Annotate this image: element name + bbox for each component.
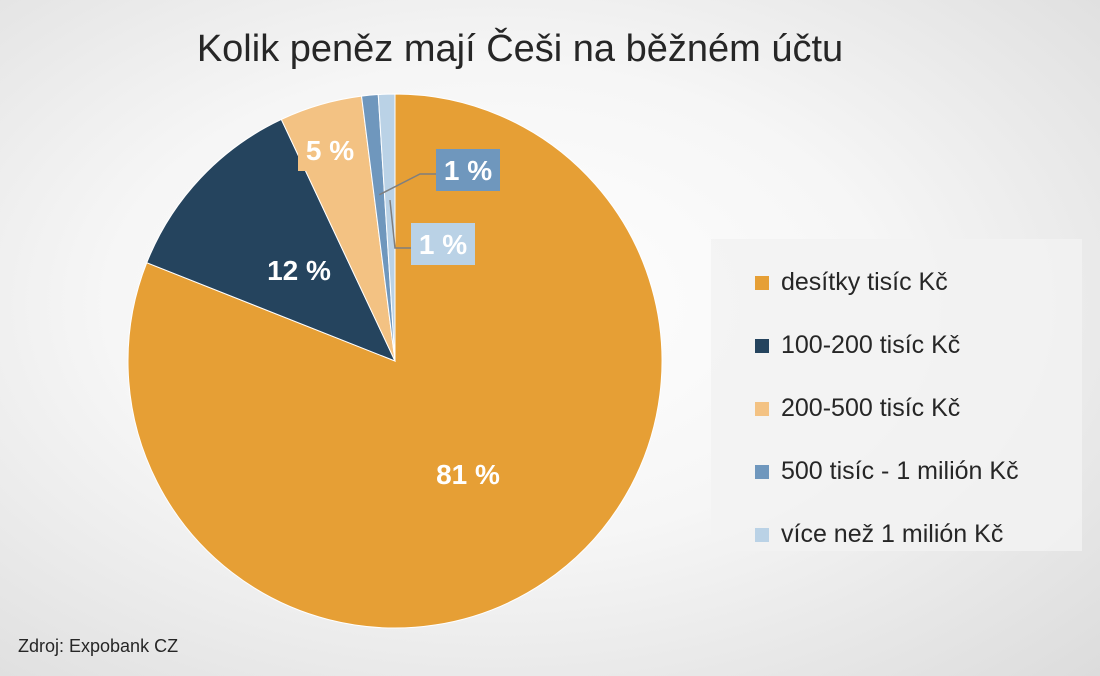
legend-label: 200-500 tisíc Kč [781,394,961,422]
label-leader-line [389,200,411,249]
legend-item-100-200-tisic: 100-200 tisíc Kč [755,314,1082,377]
legend-label: 500 tisíc - 1 milión Kč [781,457,1019,485]
legend-item-500-tisic-1-milion: 500 tisíc - 1 milión Kč [755,440,1082,503]
data-label: 1 % [419,229,467,260]
legend-swatch [755,401,769,416]
legend-swatch [755,527,769,542]
data-label-box [298,129,362,171]
pie-slice [377,93,396,362]
label-leader-line [378,173,436,196]
data-label-box [257,249,341,291]
legend-item-200-500-tisic: 200-500 tisíc Kč [755,377,1082,440]
data-label-box [411,223,475,265]
chart-title: Kolik peněz mají Češi na běžném účtu [196,28,844,70]
data-label: 1 % [444,155,492,186]
legend-label: desítky tisíc Kč [781,268,948,296]
data-label: 5 % [306,135,354,166]
chart-legend: desítky tisíc Kč 100-200 tisíc Kč 200-50… [711,239,1082,551]
legend-swatch [755,464,769,479]
legend-swatch [755,338,769,353]
source-note: Zdroj: Expobank CZ [18,636,179,656]
data-label: 81 % [436,459,500,490]
legend-item-vice-nez-1-milion: více než 1 milión Kč [755,503,1082,566]
data-label-box [426,453,510,495]
legend-item-desitky-tisic: desítky tisíc Kč [755,251,1082,314]
data-label: 12 % [267,255,331,286]
legend-label: 100-200 tisíc Kč [781,331,961,359]
pie-slice [146,118,396,362]
legend-swatch [755,275,769,290]
data-label-box [436,149,500,191]
legend-label: více než 1 milión Kč [781,520,1004,548]
